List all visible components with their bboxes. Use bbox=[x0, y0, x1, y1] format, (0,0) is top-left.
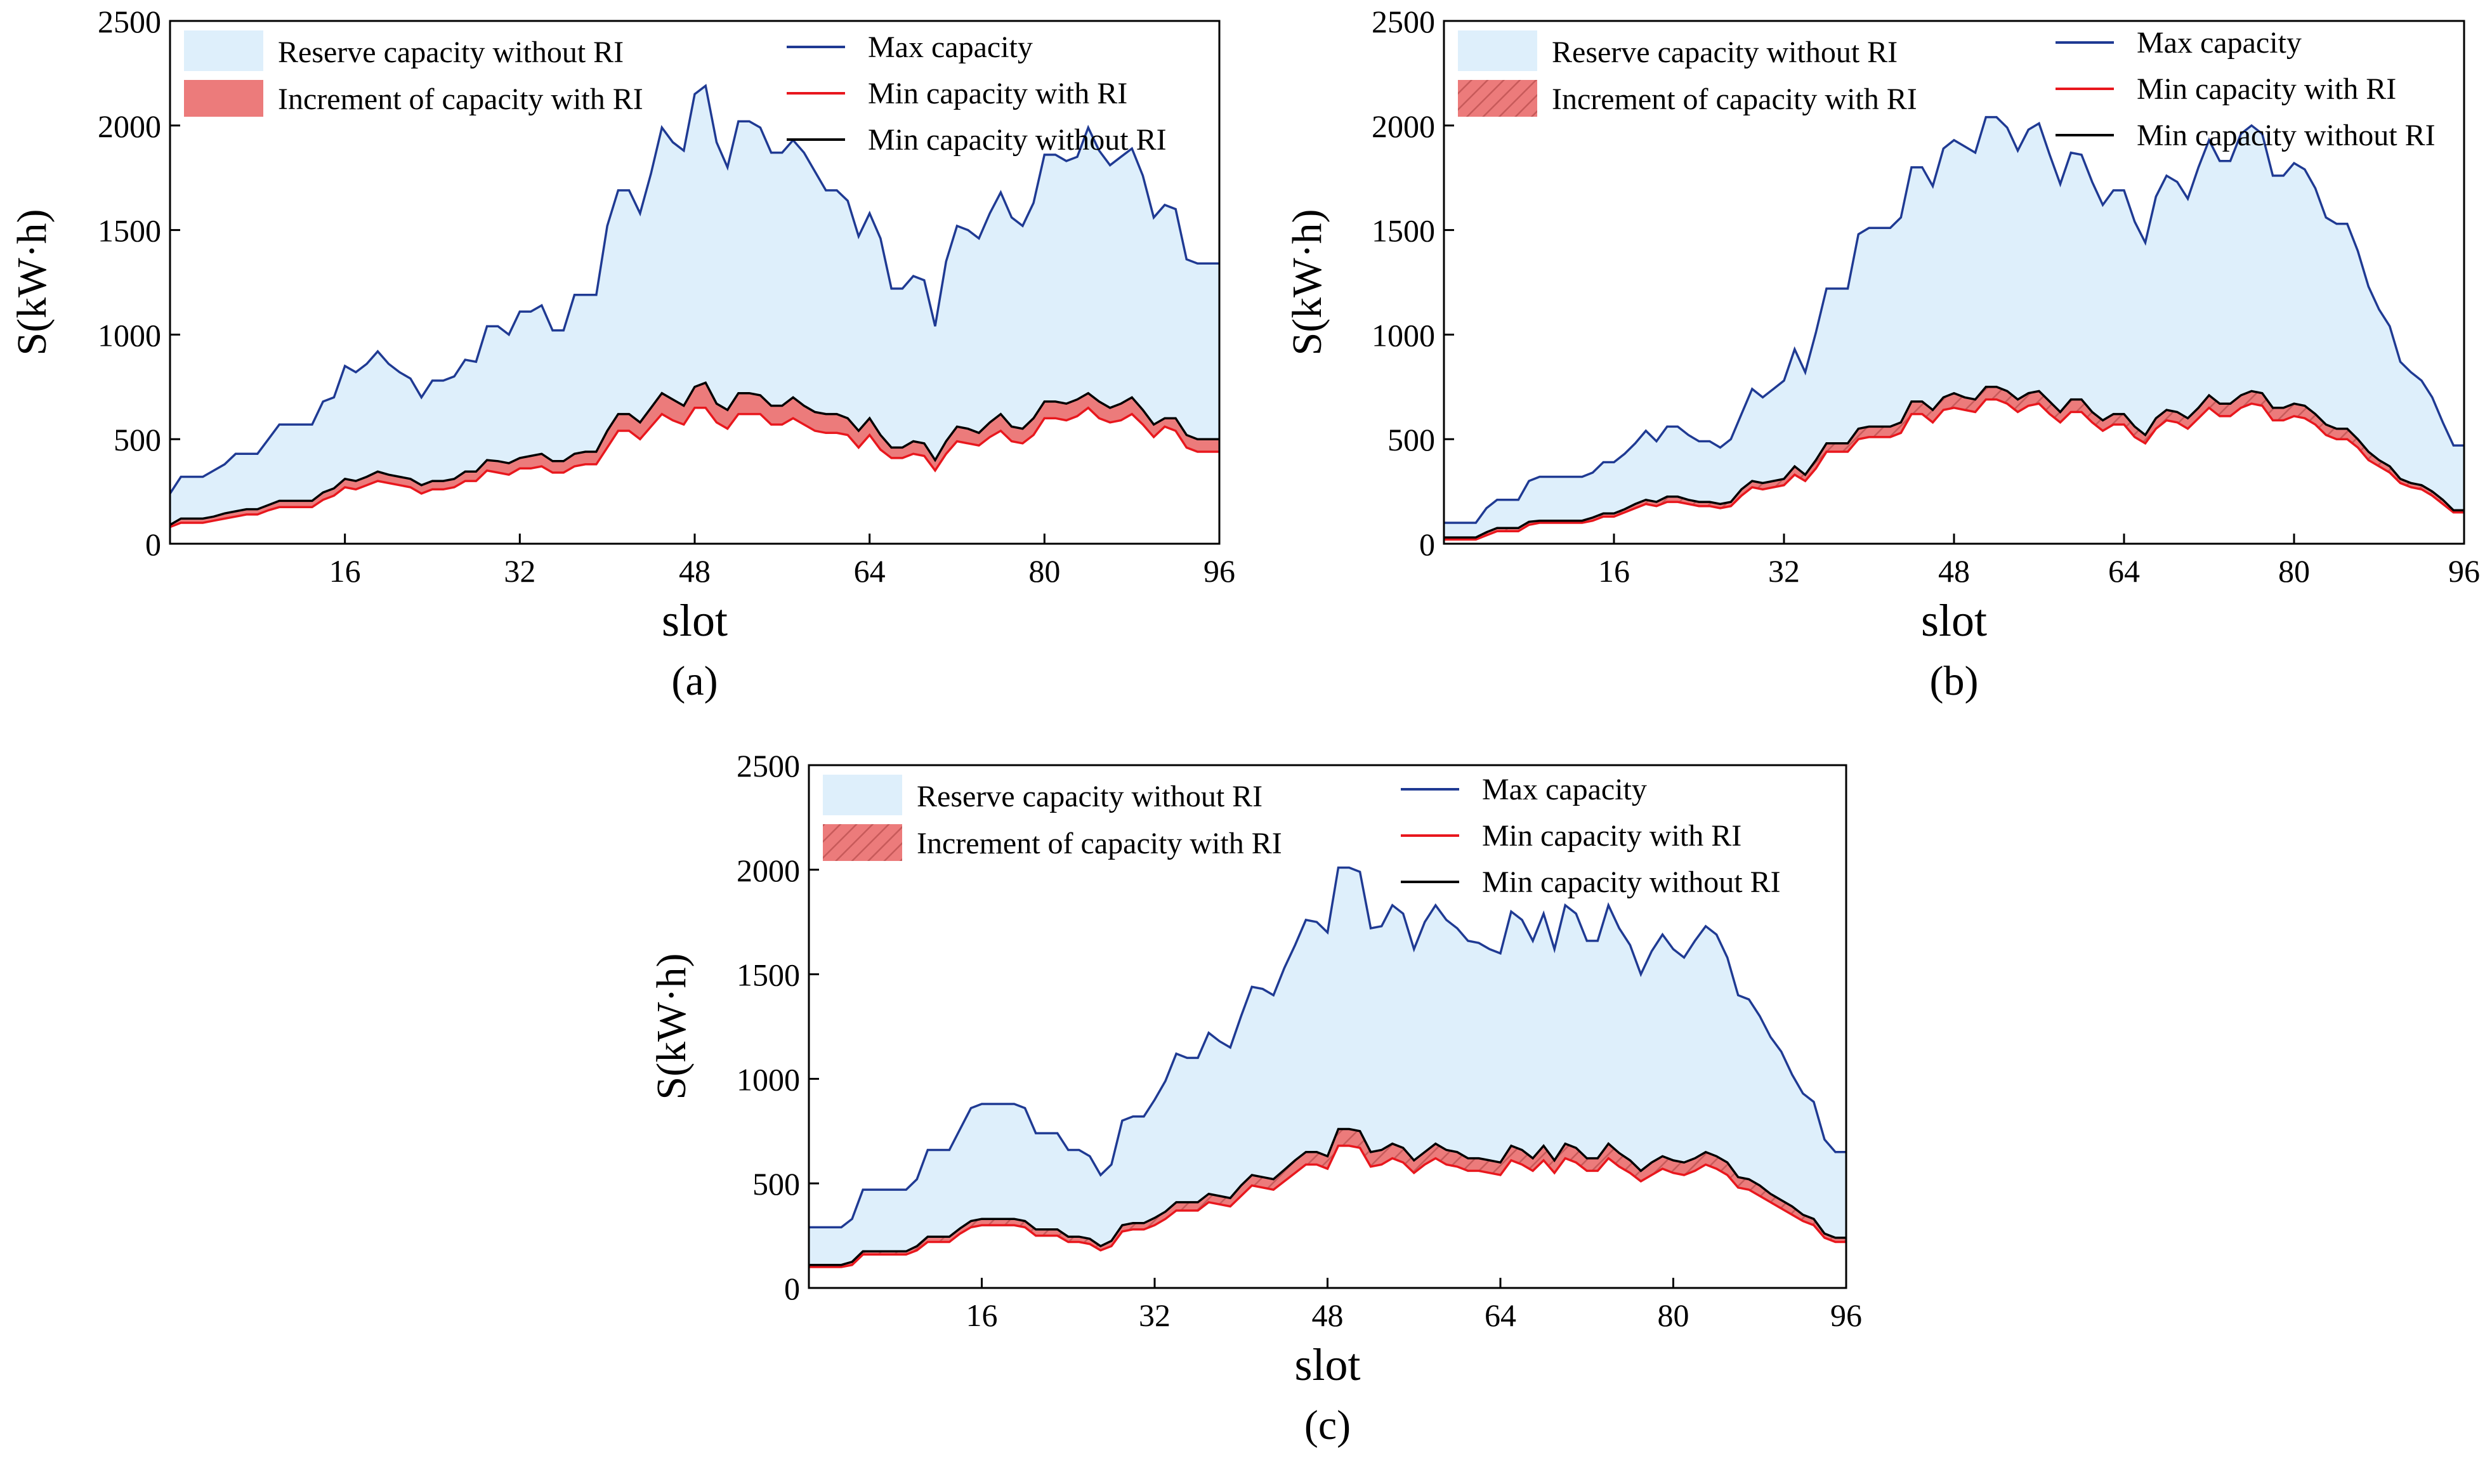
max-capacity-line bbox=[809, 866, 1846, 1229]
x-tick-label: 80 bbox=[1658, 1297, 1689, 1333]
legend-label-reserve: Reserve capacity without RI bbox=[1552, 36, 1898, 69]
min-capacity-without-ri-line bbox=[809, 1127, 1846, 1266]
y-axis-label: S(kW·h) bbox=[9, 209, 55, 356]
y-tick-label: 1000 bbox=[1372, 317, 1435, 353]
x-tick-label: 96 bbox=[2448, 553, 2480, 589]
legend-label-increment: Increment of capacity with RI bbox=[917, 827, 1282, 860]
legend-swatch-reserve bbox=[1458, 30, 1537, 71]
legend-label-min-with-ri: Min capacity with RI bbox=[868, 77, 1127, 110]
legend-label-min-without-ri: Min capacity without RI bbox=[1482, 865, 1781, 899]
legend-label-min-without-ri: Min capacity without RI bbox=[2137, 119, 2436, 152]
y-tick-label: 500 bbox=[752, 1166, 800, 1202]
legend-label-max: Max capacity bbox=[2137, 26, 2302, 60]
legend-label-max: Max capacity bbox=[1482, 773, 1647, 806]
legend-label-increment: Increment of capacity with RI bbox=[278, 82, 643, 116]
increment-capacity-area bbox=[809, 1129, 1846, 1267]
y-tick-label: 1500 bbox=[98, 213, 161, 249]
x-tick-label: 48 bbox=[1938, 553, 1970, 589]
y-axis-label: S(kW·h) bbox=[1284, 209, 1330, 356]
y-tick-label: 2000 bbox=[98, 108, 161, 144]
min-capacity-with-ri-line bbox=[1444, 398, 2464, 541]
x-tick-label: 80 bbox=[1028, 553, 1060, 589]
legend-label-max: Max capacity bbox=[868, 30, 1033, 64]
min-capacity-with-ri-line bbox=[169, 406, 1219, 529]
x-tick-label: 48 bbox=[1312, 1297, 1344, 1333]
legend-label-increment: Increment of capacity with RI bbox=[1552, 82, 1917, 116]
x-tick-label: 64 bbox=[2108, 553, 2140, 589]
legend-label-reserve: Reserve capacity without RI bbox=[917, 780, 1262, 813]
x-tick-label: 16 bbox=[966, 1297, 998, 1333]
y-tick-label: 0 bbox=[1419, 527, 1435, 562]
legend-label-min-without-ri: Min capacity without RI bbox=[868, 123, 1167, 157]
x-axis-label: slot bbox=[662, 595, 728, 646]
legend-label-min-with-ri: Min capacity with RI bbox=[2137, 72, 2396, 106]
max-capacity-line bbox=[1444, 115, 2464, 524]
min-capacity-without-ri-line bbox=[169, 381, 1219, 526]
x-axis-label: slot bbox=[1294, 1339, 1360, 1390]
chart-panel: 0 500 1000 1500 2000 2500 16 32 48 64 80 96 slot S(kW… bbox=[648, 748, 1862, 1448]
chart-panel: 0 500 1000 1500 2000 2500 16 32 48 64 80 96 slot S(kW… bbox=[1284, 4, 2480, 704]
x-tick-label: 32 bbox=[1768, 553, 1800, 589]
x-axis-label: slot bbox=[1921, 595, 1987, 646]
legend-swatch-reserve bbox=[184, 30, 263, 71]
x-tick-label: 64 bbox=[1485, 1297, 1516, 1333]
y-tick-label: 1000 bbox=[98, 317, 161, 353]
panel-caption: (c) bbox=[1304, 1402, 1351, 1448]
min-capacity-without-ri-line bbox=[1444, 386, 2464, 539]
x-tick-label: 80 bbox=[2278, 553, 2310, 589]
x-tick-label: 64 bbox=[854, 553, 886, 589]
x-tick-label: 96 bbox=[1203, 553, 1235, 589]
legend-label-min-with-ri: Min capacity with RI bbox=[1482, 819, 1741, 853]
y-tick-label: 500 bbox=[1387, 422, 1435, 457]
legend-swatch-increment bbox=[184, 80, 263, 117]
x-tick-label: 96 bbox=[1830, 1297, 1862, 1333]
y-tick-label: 2000 bbox=[737, 853, 800, 888]
y-tick-label: 2500 bbox=[1372, 4, 1435, 39]
panel-caption: (a) bbox=[671, 658, 718, 704]
legend: Reserve capacity without RI Increment of … bbox=[1458, 26, 2436, 152]
x-tick-label: 32 bbox=[504, 553, 535, 589]
y-tick-label: 1500 bbox=[737, 957, 800, 993]
legend: Reserve capacity without RI Increment of … bbox=[184, 30, 1167, 157]
x-tick-label: 48 bbox=[679, 553, 711, 589]
legend-swatch-increment bbox=[1458, 80, 1537, 117]
chart-panel: 0 500 1000 1500 2000 2500 16 32 48 64 80 96 slot S(kW… bbox=[9, 4, 1235, 704]
reserve-capacity-area bbox=[1444, 117, 2464, 538]
y-axis-label: S(kW·h) bbox=[648, 954, 695, 1100]
y-tick-label: 500 bbox=[114, 422, 161, 457]
y-tick-label: 2000 bbox=[1372, 108, 1435, 144]
y-tick-label: 1000 bbox=[737, 1061, 800, 1097]
y-tick-label: 0 bbox=[145, 527, 161, 562]
max-capacity-line bbox=[169, 84, 1219, 494]
panel-caption: (b) bbox=[1930, 658, 1979, 704]
x-tick-label: 32 bbox=[1139, 1297, 1171, 1333]
x-tick-label: 16 bbox=[1598, 553, 1630, 589]
legend-label-reserve: Reserve capacity without RI bbox=[278, 36, 624, 69]
min-capacity-with-ri-line bbox=[809, 1145, 1846, 1268]
y-tick-label: 0 bbox=[784, 1271, 800, 1306]
y-tick-label: 1500 bbox=[1372, 213, 1435, 249]
y-tick-label: 2500 bbox=[98, 4, 161, 39]
legend: Reserve capacity without RI Increment of … bbox=[823, 773, 1781, 899]
legend-swatch-reserve bbox=[823, 775, 902, 815]
y-tick-label: 2500 bbox=[737, 748, 800, 784]
legend-swatch-increment bbox=[823, 824, 902, 861]
reserve-capacity-area bbox=[809, 867, 1846, 1265]
x-tick-label: 16 bbox=[329, 553, 361, 589]
reserve-capacity-area bbox=[170, 86, 1219, 525]
